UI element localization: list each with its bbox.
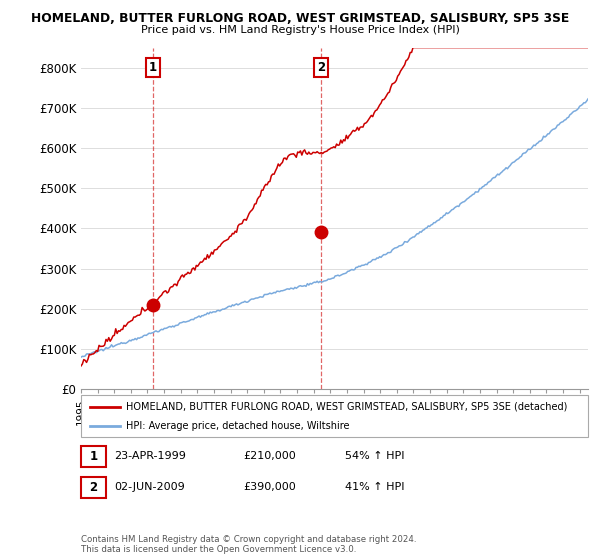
Text: 02-JUN-2009: 02-JUN-2009 bbox=[114, 482, 185, 492]
Text: HPI: Average price, detached house, Wiltshire: HPI: Average price, detached house, Wilt… bbox=[126, 421, 349, 431]
Text: Contains HM Land Registry data © Crown copyright and database right 2024.
This d: Contains HM Land Registry data © Crown c… bbox=[81, 535, 416, 554]
Text: 54% ↑ HPI: 54% ↑ HPI bbox=[345, 451, 404, 461]
Text: 1: 1 bbox=[149, 61, 157, 74]
Text: 23-APR-1999: 23-APR-1999 bbox=[114, 451, 186, 461]
Text: Price paid vs. HM Land Registry's House Price Index (HPI): Price paid vs. HM Land Registry's House … bbox=[140, 25, 460, 35]
Text: 2: 2 bbox=[317, 61, 325, 74]
Text: 2: 2 bbox=[89, 480, 98, 494]
Text: £210,000: £210,000 bbox=[243, 451, 296, 461]
Text: £390,000: £390,000 bbox=[243, 482, 296, 492]
Text: HOMELAND, BUTTER FURLONG ROAD, WEST GRIMSTEAD, SALISBURY, SP5 3SE: HOMELAND, BUTTER FURLONG ROAD, WEST GRIM… bbox=[31, 12, 569, 25]
Text: 1: 1 bbox=[89, 450, 98, 463]
Text: 41% ↑ HPI: 41% ↑ HPI bbox=[345, 482, 404, 492]
Text: HOMELAND, BUTTER FURLONG ROAD, WEST GRIMSTEAD, SALISBURY, SP5 3SE (detached): HOMELAND, BUTTER FURLONG ROAD, WEST GRIM… bbox=[126, 402, 568, 412]
